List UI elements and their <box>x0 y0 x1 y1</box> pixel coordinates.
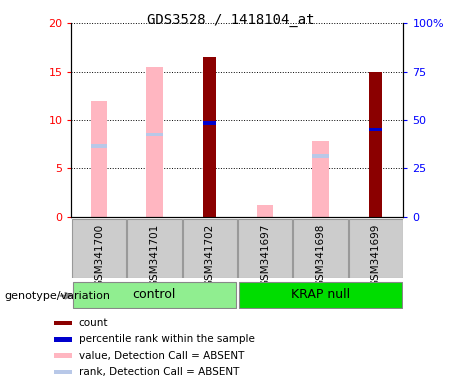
Text: GSM341697: GSM341697 <box>260 223 270 287</box>
Bar <box>72 282 236 308</box>
Bar <box>54 353 72 358</box>
Text: value, Detection Call = ABSENT: value, Detection Call = ABSENT <box>78 351 244 361</box>
Bar <box>238 220 292 278</box>
Bar <box>127 220 182 278</box>
Text: count: count <box>78 318 108 328</box>
Bar <box>312 141 329 217</box>
Text: genotype/variation: genotype/variation <box>5 291 111 301</box>
Text: GSM341699: GSM341699 <box>371 223 381 287</box>
Bar <box>257 205 273 217</box>
Text: GSM341702: GSM341702 <box>205 223 215 287</box>
Bar <box>54 370 72 374</box>
Bar <box>91 144 107 148</box>
Text: GSM341701: GSM341701 <box>149 223 160 287</box>
Bar <box>146 133 163 136</box>
Bar <box>54 337 72 342</box>
Bar <box>312 154 329 157</box>
Bar <box>91 101 107 217</box>
Text: control: control <box>133 288 176 301</box>
Text: GSM341698: GSM341698 <box>315 223 325 287</box>
Bar <box>203 57 216 217</box>
Bar <box>238 282 402 308</box>
Bar <box>349 220 403 278</box>
Text: GSM341700: GSM341700 <box>94 223 104 287</box>
Bar <box>369 71 382 217</box>
Text: rank, Detection Call = ABSENT: rank, Detection Call = ABSENT <box>78 367 239 377</box>
Text: GDS3528 / 1418104_at: GDS3528 / 1418104_at <box>147 13 314 27</box>
Bar <box>54 321 72 325</box>
Bar <box>183 220 237 278</box>
Bar <box>72 220 126 278</box>
Text: KRAP null: KRAP null <box>291 288 350 301</box>
Bar <box>146 67 163 217</box>
Text: percentile rank within the sample: percentile rank within the sample <box>78 334 254 344</box>
Bar <box>369 128 382 131</box>
Bar <box>203 121 216 124</box>
Bar <box>293 220 348 278</box>
